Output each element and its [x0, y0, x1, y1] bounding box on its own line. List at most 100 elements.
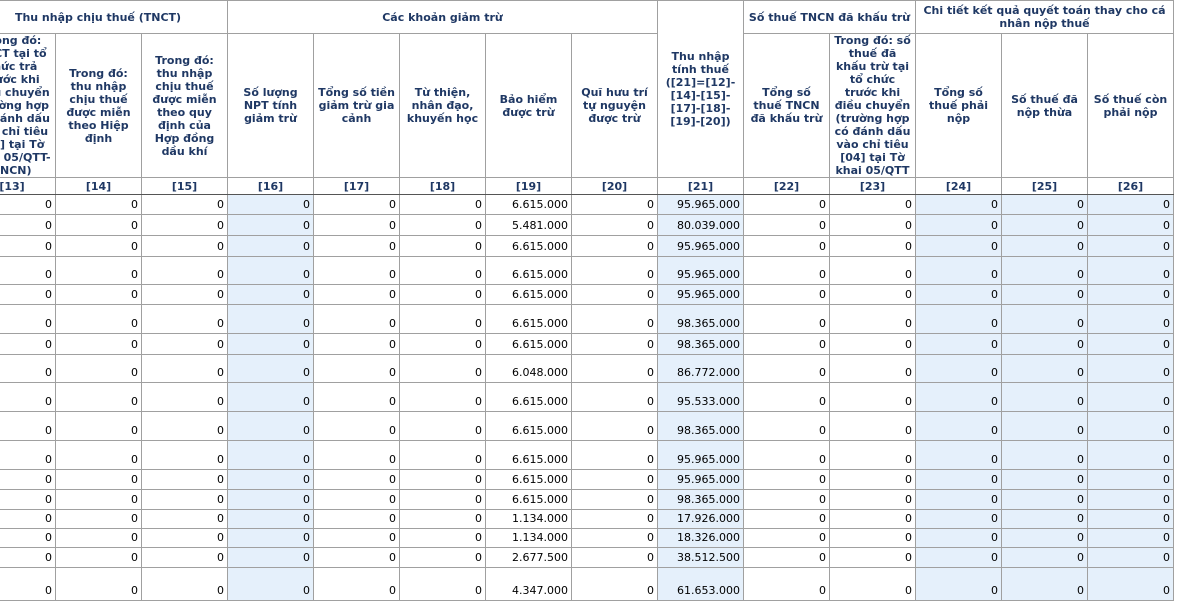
- column-header: Số thuế còn phải nộp: [1087, 33, 1174, 178]
- data-row: 0 0 0 0 0 0 4.347.000 0 61.653.000 0 0 0 0 0: [0, 567, 1174, 601]
- cell: 0: [1087, 528, 1174, 548]
- data-row: 0 0 0 0 0 0 6.615.000 0 98.365.000 0 0 0 0 0: [0, 333, 1174, 355]
- cell: 0: [1001, 440, 1088, 470]
- cell: 80.039.000: [657, 214, 744, 236]
- column-code: [19]: [485, 177, 572, 195]
- cell: 0: [743, 354, 830, 383]
- group-row: Thu nhập chịu thuế (TNCT) Các khoản giảm …: [0, 0, 1174, 178]
- cell: 0: [0, 489, 56, 510]
- cell: 0: [1087, 509, 1174, 529]
- cell: 0: [313, 256, 400, 285]
- cell: 0: [571, 489, 658, 510]
- group-header: Các khoản giảm trừ: [227, 0, 658, 34]
- cell: 0: [829, 333, 916, 355]
- column-code: [13]: [0, 177, 56, 195]
- cell: 0: [915, 354, 1002, 383]
- cell: 0: [915, 194, 1002, 215]
- cell: 0: [829, 469, 916, 490]
- cell: 0: [55, 235, 142, 257]
- column-header: Bảo hiểm được trừ: [485, 33, 572, 178]
- cell: 0: [915, 235, 1002, 257]
- cell: 95.965.000: [657, 256, 744, 285]
- group-header: Chi tiết kết quả quyết toán thay cho cá …: [915, 0, 1174, 34]
- cell: 0: [227, 214, 314, 236]
- column-header: Số thuế đã nộp thừa: [1001, 33, 1088, 178]
- cell: 0: [1001, 567, 1088, 601]
- cell: 38.512.500: [657, 547, 744, 568]
- cell: 0: [313, 214, 400, 236]
- cell: 0: [1087, 547, 1174, 568]
- cell: 0: [313, 528, 400, 548]
- column-header: Quĩ hưu trí tự nguyện được trừ: [571, 33, 658, 178]
- cell: 0: [141, 304, 228, 334]
- cell: 95.965.000: [657, 469, 744, 490]
- cell: 0: [1001, 509, 1088, 529]
- cell: 0: [227, 284, 314, 305]
- cell: 0: [399, 235, 486, 257]
- cell: 17.926.000: [657, 509, 744, 529]
- cell: 0: [399, 354, 486, 383]
- cell: 6.615.000: [485, 489, 572, 510]
- cell: 0: [743, 304, 830, 334]
- column-code: [24]: [915, 177, 1002, 195]
- cell: 0: [743, 382, 830, 412]
- cell: 0: [743, 440, 830, 470]
- cell: 1.134.000: [485, 528, 572, 548]
- cell: 0: [0, 528, 56, 548]
- cell: 0: [0, 256, 56, 285]
- cell: 0: [227, 333, 314, 355]
- cell: 0: [915, 256, 1002, 285]
- cell: 0: [313, 194, 400, 215]
- cell: 0: [829, 354, 916, 383]
- cell: 0: [571, 567, 658, 601]
- cell: 0: [829, 440, 916, 470]
- cell: 0: [1001, 284, 1088, 305]
- cell: 0: [55, 354, 142, 383]
- cell: 0: [915, 284, 1002, 305]
- data-row: 0 0 0 0 0 0 6.615.000 0 95.965.000 0 0 0 0 0: [0, 440, 1174, 470]
- cell: 0: [55, 489, 142, 510]
- cell: 0: [1087, 256, 1174, 285]
- cell: 0: [399, 382, 486, 412]
- cell: 0: [571, 411, 658, 441]
- cell: 0: [227, 547, 314, 568]
- cell: 0: [743, 489, 830, 510]
- cell: 0: [313, 489, 400, 510]
- data-row: 0 0 0 0 0 0 6.615.000 0 95.965.000 0 0 0 0 0: [0, 194, 1174, 215]
- cell: 0: [141, 256, 228, 285]
- cell: 0: [55, 547, 142, 568]
- cell: 6.615.000: [485, 284, 572, 305]
- cell: 0: [915, 411, 1002, 441]
- column-header: Thu nhập tính thuế ([21]=[12]-[14]-[15]-…: [657, 0, 744, 178]
- cell: 0: [1087, 382, 1174, 412]
- cell: 0: [399, 304, 486, 334]
- cell: 0: [399, 547, 486, 568]
- cell: 0: [1001, 235, 1088, 257]
- cell: 0: [55, 382, 142, 412]
- cell: 0: [571, 284, 658, 305]
- cell: 0: [0, 411, 56, 441]
- cell: 6.615.000: [485, 382, 572, 412]
- cell: 98.365.000: [657, 489, 744, 510]
- cell: 0: [571, 547, 658, 568]
- cell: 0: [571, 469, 658, 490]
- cell: 0: [55, 528, 142, 548]
- cell: 0: [55, 284, 142, 305]
- cell: 0: [743, 509, 830, 529]
- cell: 0: [55, 214, 142, 236]
- cell: 0: [55, 567, 142, 601]
- cell: 0: [399, 256, 486, 285]
- cell: 0: [0, 333, 56, 355]
- cell: 0: [227, 528, 314, 548]
- cell: 0: [1087, 411, 1174, 441]
- cell: 61.653.000: [657, 567, 744, 601]
- cell: 0: [0, 284, 56, 305]
- cell: 0: [0, 194, 56, 215]
- cell: 0: [571, 256, 658, 285]
- cell: 0: [1087, 440, 1174, 470]
- cell: 0: [141, 547, 228, 568]
- column-code: [14]: [55, 177, 142, 195]
- column-header: Tổng số tiền giảm trừ gia cảnh: [313, 33, 400, 178]
- column-code: [26]: [1087, 177, 1174, 195]
